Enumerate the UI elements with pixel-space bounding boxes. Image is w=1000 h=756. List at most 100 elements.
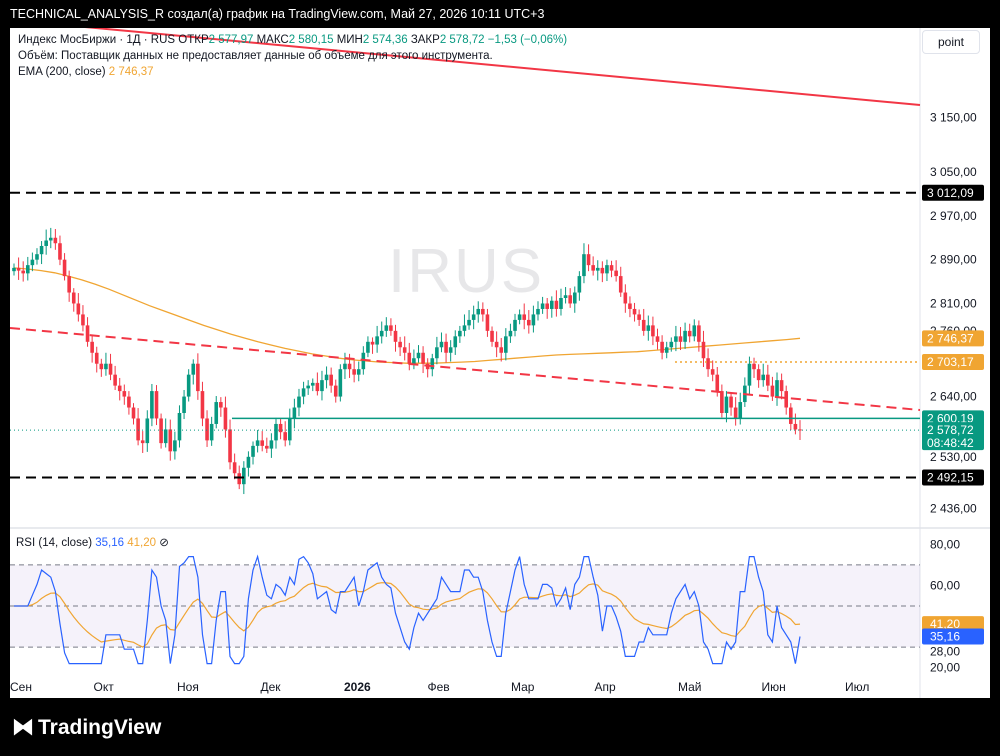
price-tag-label: 2 746,37 [927,331,974,345]
low-value: 2 574,36 [362,34,408,46]
symbol-watermark: IRUS [388,237,545,306]
candle-body [131,407,136,419]
candle-body [701,341,706,359]
y-tick-label: 2 640,00 [930,390,977,404]
close-value: 2 578,72 [439,34,485,46]
candle-body [228,429,232,463]
candle-body [379,330,384,337]
price-tag [922,330,984,347]
symbol-name: Индекс МосБиржи · 1Д · RUS [18,34,176,46]
candle-body [58,243,62,260]
candle-body [687,330,692,337]
candle-body [793,423,798,430]
candle-body [315,382,320,392]
rsi-value: 35,16 [95,537,125,549]
candle-body [591,265,595,271]
candle-body [747,363,752,386]
candle-body [614,270,618,277]
candle-body [439,341,444,348]
candle-body [343,363,347,370]
candle-body [71,292,76,304]
candle-body [504,336,508,353]
candle-body [44,240,48,246]
candle-body [297,396,301,408]
candle-body [513,319,517,331]
tradingview-logo[interactable]: ⧓ TradingView [12,714,161,740]
candle-body [113,374,117,386]
trend-line-lower [10,327,921,411]
price-tag-label: 2 492,15 [927,471,974,485]
rsi-tick-label: 35,16 [930,630,960,644]
candle-body [375,336,379,345]
hidden-icon[interactable]: ⊘ [159,537,169,549]
candle-body [283,432,287,441]
x-tick-label: Фев [428,680,450,694]
symbol-legend: Индекс МосБиржи · 1Д · RUS ОТКР2 577,97 … [18,34,567,46]
candle-body [444,341,448,353]
scale-mode-button[interactable]: point [922,30,980,54]
candle-body [25,265,30,274]
candle-body [242,467,246,485]
y-tick-label: 3 150,00 [930,110,977,124]
ema-label: EMA (200, close) [18,66,106,78]
candle-body [407,352,412,364]
price-tag [922,469,984,486]
chart-panel[interactable]: IRUS 3 150,00 3 050,00 2 970,00 2 890,00 2 8… [10,28,990,698]
candle-body [664,347,669,353]
rsi-tick-label: 60,00 [930,578,960,592]
candle-body [361,352,366,370]
volume-note: Объём: Поставщик данных не предоставляет… [18,50,493,62]
price-tag-label: 2 578,72 [927,423,974,437]
candle-body [214,402,219,424]
candle-body [559,298,563,309]
open-label: ОТКР [178,34,209,46]
candle-body [269,440,274,449]
trend-line-upper [84,28,921,106]
candle-body [237,473,242,485]
candle-body [177,413,182,441]
candle-body [62,259,67,277]
candle-body [770,385,775,397]
candle-body [412,358,416,364]
candle-body [646,325,651,331]
price-tag [922,184,984,201]
candle-body [389,325,393,331]
candle-body [628,303,632,309]
candle-body [324,374,329,381]
candle-body [310,382,315,386]
candle-body [467,319,471,326]
candle-body [329,374,333,386]
candle-body [30,259,35,266]
candle-body [186,374,191,397]
price-chart[interactable]: 3 150,00 3 050,00 2 970,00 2 890,00 2 810,00… [10,28,990,698]
candle-body [476,308,481,315]
candle-body [352,369,356,375]
candle-body [416,352,421,359]
candle-body [729,396,733,408]
candle-body [600,267,605,274]
rsi-ma-value: 41,20 [127,537,157,549]
candle-body [398,341,402,348]
high-label: МАКС [256,34,289,46]
candle-body [333,385,338,397]
candle-body [448,347,453,353]
ema-line [13,267,801,364]
candle-body [159,418,163,444]
candle-body [90,341,94,353]
candle-body [260,440,265,446]
candle-body [678,336,683,342]
candle-body [393,330,398,342]
candle-body [549,300,554,309]
open-value: 2 577,97 [208,34,254,46]
candle-body [756,369,761,381]
high-value: 2 580,15 [288,34,334,46]
candle-body [715,374,720,392]
rsi-tick-label: 41,20 [930,617,960,631]
ema-value: 2 746,37 [108,66,154,78]
x-tick-label: Июн [762,680,786,694]
candle-body [494,341,499,348]
x-tick-label: Дек [261,680,282,694]
candle-body [595,267,600,271]
candle-body [163,429,168,444]
candle-body [706,358,710,370]
